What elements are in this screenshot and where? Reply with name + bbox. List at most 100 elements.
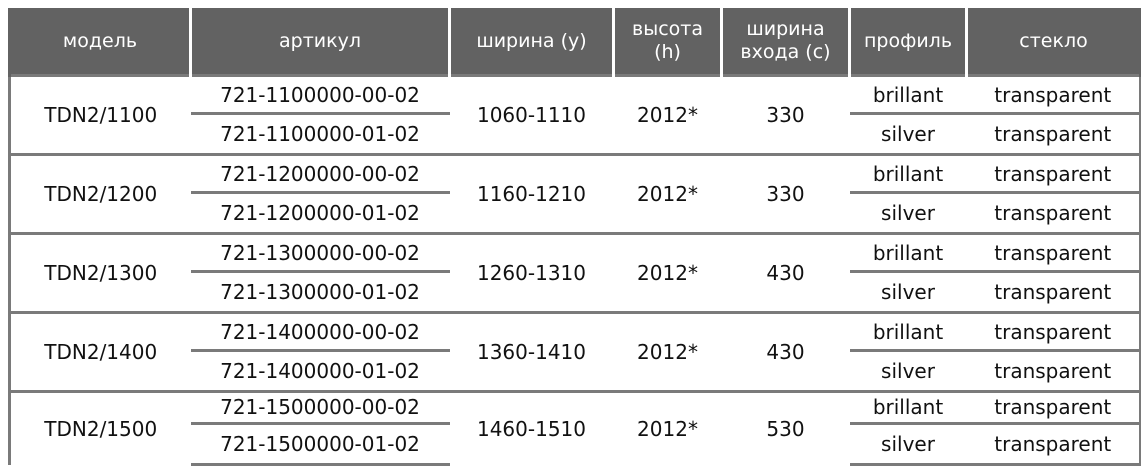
profile-cell-text: silver [881,122,935,146]
article-cell: 721-1400000-00-02 [190,311,450,352]
profile-cell: brillant [849,311,967,352]
table-row: 721-1300000-01-02 silver transparent [10,273,1141,313]
entry-width-cell: 330 [721,74,850,155]
header-height: высота (h) [612,8,723,76]
article-cell: 721-1200000-00-02 [190,153,450,194]
article-cell-text: 721-1400000-00-02 [190,315,450,352]
glass-cell: transparent [966,352,1141,392]
height-cell: 2012* [613,74,722,155]
article-cell-text: 721-1100000-01-02 [220,122,420,146]
glass-cell-text: transparent [994,359,1112,383]
glass-cell-text: transparent [966,393,1139,425]
header-width: ширина (y) [448,8,615,76]
article-cell: 721-1100000-00-02 [190,74,450,115]
glass-cell: transparent [966,232,1141,273]
header-entry-width: ширина входа (c) [720,8,851,76]
model-cell: TDN2/1300 [8,232,191,313]
profile-cell-text: silver [881,280,935,304]
article-cell: 721-1400000-01-02 [191,352,450,392]
header-glass: стекло [965,8,1141,76]
width-cell: 1360-1410 [449,311,614,392]
header-label: профиль [863,29,953,52]
product-table: модель артикул ширина (y) высота (h) ширина вх… [8,8,1141,466]
profile-cell: brillant [849,390,967,425]
glass-cell-text: transparent [994,122,1112,146]
glass-cell: transparent [966,390,1141,425]
profile-cell: brillant [849,232,967,273]
profile-cell-text: brillant [849,236,967,273]
width-cell: 1060-1110 [449,74,614,155]
profile-cell-text: brillant [849,157,967,194]
model-cell: TDN2/1200 [8,153,191,234]
header-label: стекло [1019,29,1088,52]
profile-cell-text: brillant [849,315,967,352]
table-row: TDN2/1200 721-1200000-00-02 1160-1210 2012*… [8,153,1141,234]
profile-cell: silver [850,352,967,392]
profile-cell: silver [850,115,967,155]
entry-width-cell: 430 [721,311,850,392]
header-label: ширина (y) [476,29,587,52]
article-cell: 721-1300000-01-02 [191,273,450,313]
glass-cell: transparent [966,153,1141,194]
article-cell-text: 721-1300000-00-02 [190,236,450,273]
entry-width-cell: 530 [721,390,850,465]
table-row: 721-1100000-01-02 silver transparent [10,115,1141,155]
profile-cell-text: silver [881,359,935,383]
article-cell-text: 721-1300000-01-02 [220,280,420,304]
profile-cell: brillant [849,153,967,194]
height-cell: 2012* [613,232,722,313]
header-model: модель [8,8,192,76]
article-cell: 721-1500000-00-02 [190,390,450,425]
table-row: TDN2/1100 721-1100000-00-02 1060-1110 2012*… [8,74,1141,155]
header-article: артикул [189,8,451,76]
width-cell: 1260-1310 [449,232,614,313]
header-label: модель [62,29,138,52]
article-cell-text: 721-1400000-01-02 [220,359,420,383]
profile-cell: silver [849,425,967,466]
glass-cell: transparent [966,311,1141,352]
article-cell: 721-1300000-00-02 [190,232,450,273]
entry-width-cell: 430 [721,232,850,313]
header-label-line2: (h) [654,41,681,63]
header-label-line2: входа (c) [740,41,831,63]
glass-cell: transparent [966,194,1141,234]
width-cell: 1160-1210 [449,153,614,234]
table-row: TDN2/1400 721-1400000-00-02 1360-1410 2012*… [8,311,1141,392]
article-cell-text: 721-1200000-00-02 [190,157,450,194]
article-cell: 721-1200000-01-02 [191,194,450,234]
height-cell: 2012* [613,390,722,465]
header-label: высота [632,18,703,40]
table-row: TDN2/1500 721-1500000-00-02 1460-1510 2012*… [8,390,1141,465]
glass-cell: transparent [966,74,1141,115]
article-cell-text: 721-1500000-01-02 [220,431,420,456]
width-cell: 1460-1510 [449,390,614,465]
glass-cell: transparent [966,425,1141,466]
height-cell: 2012* [613,153,722,234]
profile-cell-text: brillant [849,393,967,425]
profile-cell: silver [850,273,967,313]
glass-cell-text: transparent [966,157,1139,194]
profile-cell: brillant [849,74,967,115]
profile-cell-text: silver [881,201,935,225]
profile-cell-text: silver [881,431,935,456]
header-label: ширина [746,18,825,40]
article-cell-text: 721-1100000-00-02 [190,78,450,115]
table-row: 721-1200000-01-02 silver transparent [10,194,1141,234]
table-header-row: модель артикул ширина (y) высота (h) ширина вх… [8,8,1141,76]
glass-cell-text: transparent [994,431,1112,456]
article-cell-text: 721-1200000-01-02 [220,201,420,225]
glass-cell-text: transparent [966,315,1139,352]
glass-cell-text: transparent [966,78,1139,115]
glass-cell-text: transparent [966,236,1139,273]
article-cell: 721-1500000-01-02 [190,425,450,466]
article-cell-text: 721-1500000-00-02 [190,393,450,425]
height-cell: 2012* [613,311,722,392]
header-label: артикул [279,29,361,52]
profile-cell-text: brillant [849,78,967,115]
table-row: 721-1400000-01-02 silver transparent [10,352,1141,392]
glass-cell-text: transparent [994,201,1112,225]
entry-width-cell: 330 [721,153,850,234]
article-cell: 721-1100000-01-02 [191,115,450,155]
table-row: TDN2/1300 721-1300000-00-02 1260-1310 2012*… [8,232,1141,313]
model-cell: TDN2/1100 [8,74,191,155]
